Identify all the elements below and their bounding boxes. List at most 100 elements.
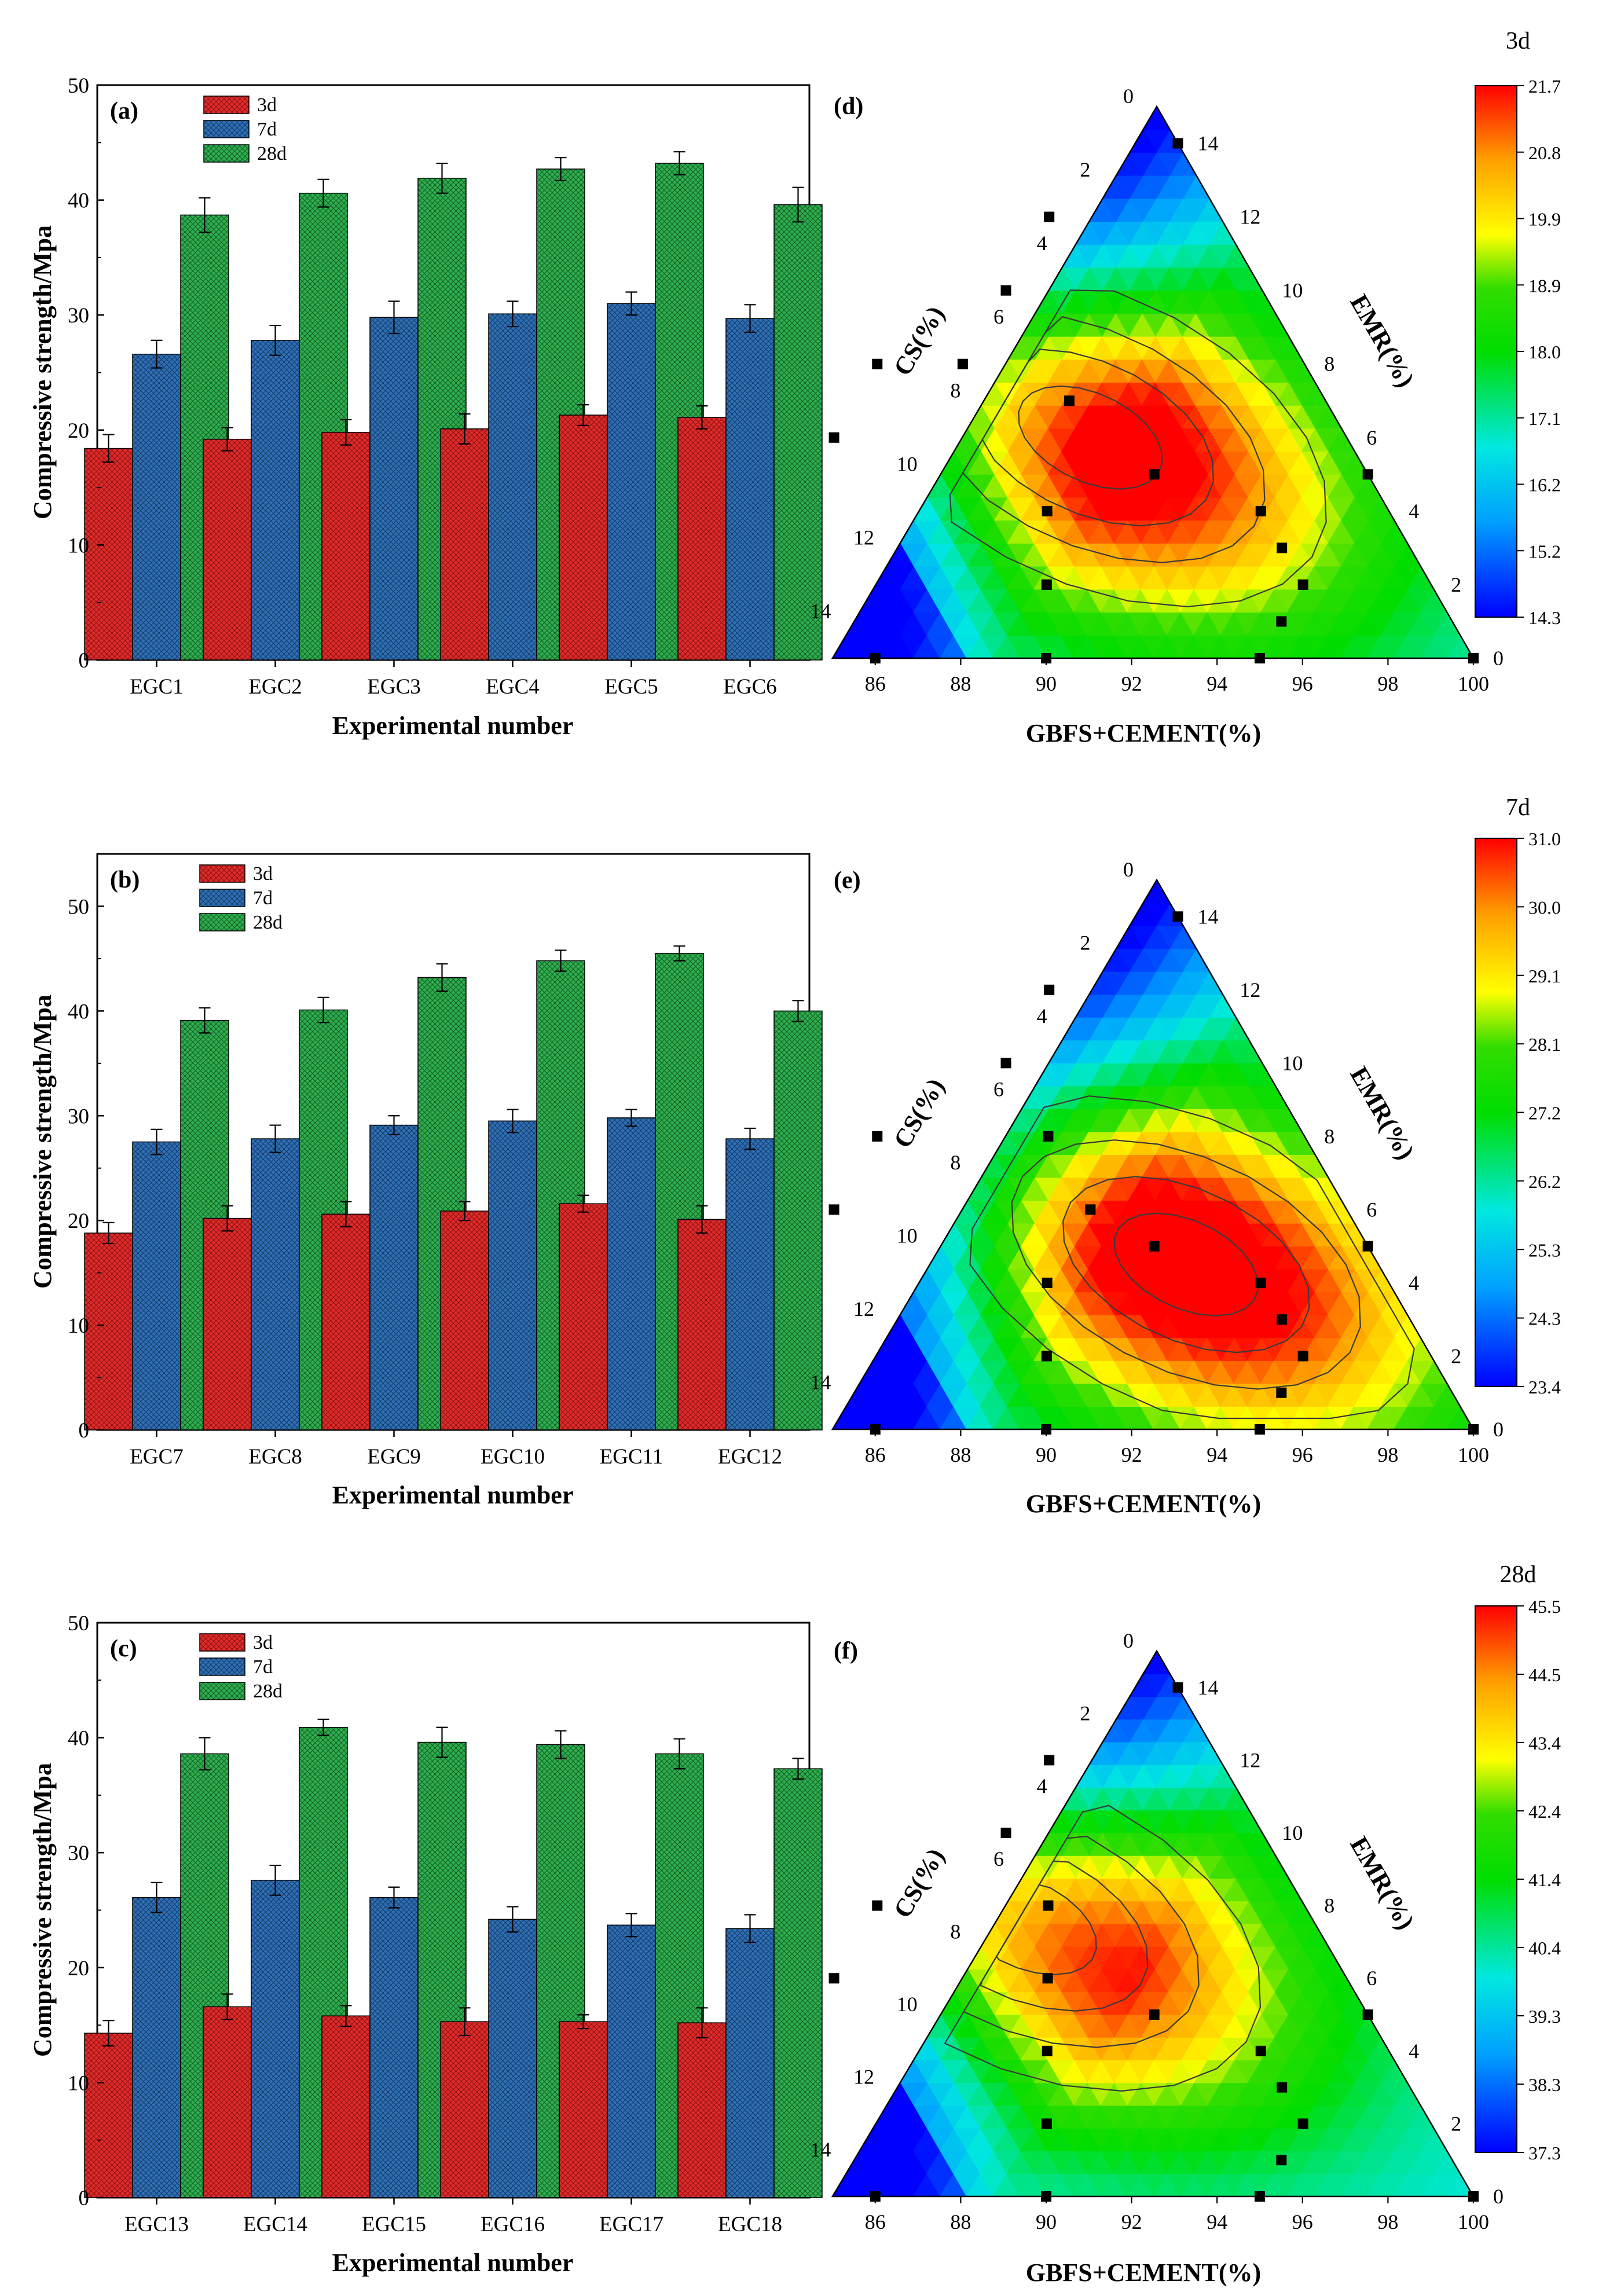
- error-bar-7d-EGC9: [388, 1115, 400, 1135]
- bar-28d-EGC12: [773, 1010, 823, 1431]
- error-bar-7d-EGC8: [269, 1124, 281, 1153]
- data-point: [1255, 2045, 1266, 2056]
- bar-chart-b: (b) 0 10 20 30 40 50 EGC7 EGC8 EGC9 EGC10 EGC11 EG…: [28, 853, 823, 1509]
- bar-3d-EGC9: [321, 1213, 371, 1431]
- bar-7d-EGC7: [132, 1141, 181, 1431]
- error-bar-3d-EGC7: [102, 1222, 115, 1245]
- bar-3d-EGC18: [677, 2022, 727, 2198]
- y-tick-label: 40: [68, 1727, 89, 1751]
- ternary-bottom-tick-label: 96: [1292, 1443, 1313, 1466]
- y-tick-label: 10: [68, 1314, 89, 1338]
- x-tick-label: EGC15: [362, 2213, 426, 2236]
- error-bar-28d-EGC17: [673, 1738, 685, 1770]
- x-axis-label-b: Experimental number: [332, 1481, 574, 1509]
- ternary-left-tick-label: 12: [853, 526, 874, 549]
- legend-swatch-28d: [199, 1682, 245, 1700]
- error-bar-3d-EGC11: [577, 1194, 589, 1213]
- ternary-right-tick-label: 8: [1324, 1894, 1334, 1917]
- ternary-left-tick-label: 12: [853, 2066, 874, 2089]
- error-bar-3d-EGC5: [577, 404, 589, 426]
- ternary-bottom-tick-label: 96: [1292, 672, 1313, 695]
- ternary-right-tick-label: 6: [1366, 426, 1377, 449]
- colorbar-tick-label: 28.1: [1528, 1034, 1561, 1055]
- error-bar-3d-EGC4: [459, 413, 471, 445]
- panel-label-c: (c): [110, 1635, 137, 1662]
- ternary-left-ticks: 0 2 4 6 8 10 12 14: [810, 85, 1134, 622]
- ternary-outline: [831, 1649, 1475, 2198]
- legend-swatch-7d: [199, 889, 245, 907]
- ternary-bottom-tick-label: 88: [950, 1443, 971, 1466]
- data-point: [1041, 2191, 1051, 2202]
- data-point: [1042, 1973, 1053, 1984]
- ternary-bottom-tick-label: 94: [1207, 672, 1227, 695]
- error-bar-28d-EGC8: [317, 996, 329, 1024]
- ternary-bottom-label-e: GBFS+CEMENT(%): [1026, 1490, 1261, 1518]
- x-tick-label: EGC13: [124, 2213, 189, 2236]
- bar-3d-EGC14: [203, 2006, 252, 2198]
- error-bar-3d-EGC14: [221, 1993, 233, 2020]
- error-bar-28d-EGC7: [199, 1007, 211, 1034]
- ternary-right-label-f: EMR(%): [1344, 1832, 1420, 1934]
- bar-7d-EGC8: [251, 1138, 300, 1431]
- y-axis-label-c: Compressive strength/Mpa: [28, 1763, 57, 2057]
- y-tick-label: 30: [68, 1105, 89, 1128]
- data-point: [1255, 1424, 1265, 1435]
- error-bar-3d-EGC3: [340, 419, 352, 446]
- data-point: [1276, 2155, 1287, 2166]
- ternary-left-tick-label: 2: [1080, 931, 1090, 955]
- y-tick-label: 0: [79, 649, 90, 673]
- x-tick-label: EGC14: [243, 2213, 307, 2236]
- ternary-right-tick-label: 0: [1493, 1418, 1504, 1441]
- error-bar-28d-EGC12: [792, 1000, 804, 1022]
- data-point: [1149, 2009, 1160, 2020]
- ternary-right-tick-label: 2: [1451, 1344, 1461, 1367]
- data-point: [1000, 285, 1011, 296]
- ternary-bottom-tick-label: 98: [1377, 2210, 1398, 2233]
- y-tick-label: 40: [68, 189, 89, 213]
- x-tick-label: EGC1: [130, 675, 184, 699]
- ternary-right-tick-label: 0: [1493, 647, 1504, 670]
- data-point: [872, 1131, 883, 1142]
- x-tick-label: EGC2: [248, 675, 302, 699]
- ternary-color-field: [832, 1651, 1474, 2197]
- ternary-bottom-tick-label: 98: [1377, 1443, 1398, 1466]
- data-point: [1043, 1131, 1054, 1142]
- ternary-left-tick-label: 2: [1080, 1702, 1090, 1725]
- error-bar-7d-EGC3: [388, 300, 400, 335]
- ternary-points: [828, 138, 1479, 663]
- data-point: [1362, 469, 1373, 480]
- bar-7d-EGC1: [132, 353, 181, 661]
- ternary-left-tick-label: 10: [897, 452, 918, 475]
- bar-3d-EGC1: [84, 448, 133, 661]
- ternary-bottom-tick-label: 92: [1121, 672, 1142, 695]
- data-point: [1041, 1351, 1052, 1362]
- bar-7d-EGC3: [369, 317, 419, 661]
- x-tick-label: EGC18: [718, 2213, 782, 2236]
- ternary-left-ticks: 0 2 4 6 8 10 12 14: [810, 1629, 1134, 2161]
- panel-label-e: (e): [834, 867, 861, 894]
- ternary-left-tick-label: 12: [853, 1297, 874, 1321]
- data-point: [1276, 616, 1287, 627]
- legend-label-3d: 3d: [257, 94, 277, 116]
- data-point: [828, 1204, 839, 1215]
- legend-swatch-28d: [199, 913, 245, 931]
- data-point: [1041, 2118, 1052, 2129]
- data-point: [1255, 1277, 1266, 1288]
- colorbar: [1475, 1605, 1517, 2153]
- colorbar-tick-label: 42.4: [1528, 1801, 1561, 1822]
- y-axis-label-b: Compressive strength/Mpa: [28, 995, 57, 1289]
- ternary-bottom-tick-label: 88: [950, 2210, 971, 2233]
- legend-swatch-7d: [203, 120, 250, 138]
- colorbar-tick-label: 44.5: [1528, 1664, 1561, 1685]
- x-tick-label: EGC12: [718, 1445, 782, 1469]
- ternary-bottom-tick-label: 98: [1377, 672, 1398, 695]
- ternary-right-tick-label: 12: [1240, 978, 1260, 1002]
- error-bar-28d-EGC18: [792, 1758, 804, 1780]
- y-tick-label: 20: [68, 1957, 89, 1980]
- x-tick-label: EGC6: [723, 675, 777, 699]
- error-bar-3d-EGC15: [340, 2005, 352, 2027]
- error-bar-28d-EGC16: [555, 1730, 567, 1759]
- panel-label-d: (d): [834, 93, 863, 120]
- data-point: [1044, 211, 1055, 222]
- error-bar-28d-EGC13: [199, 1737, 211, 1771]
